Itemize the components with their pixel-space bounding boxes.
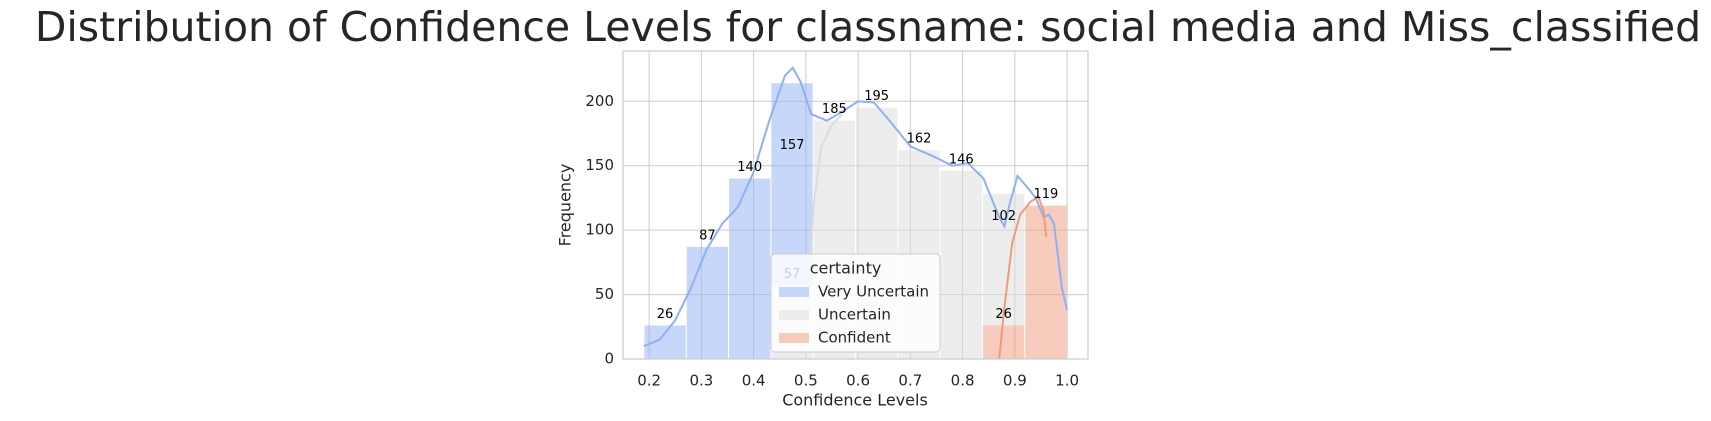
bar-label: 146 xyxy=(949,152,974,167)
x-tick-label: 0.9 xyxy=(1003,372,1027,390)
bar xyxy=(686,246,729,359)
legend-label: Confident xyxy=(818,329,891,347)
bar-label: 162 xyxy=(907,132,932,147)
legend-label: Very Uncertain xyxy=(818,283,929,301)
x-tick-label: 0.7 xyxy=(898,372,922,390)
legend-swatch xyxy=(779,310,809,320)
y-tick-label: 0 xyxy=(604,350,614,368)
bar xyxy=(729,178,771,359)
bar-label: 140 xyxy=(737,160,762,175)
kde-line xyxy=(998,195,1048,360)
x-tick-label: 0.6 xyxy=(846,372,870,390)
bar-label: 26 xyxy=(657,307,674,322)
legend-frame xyxy=(770,253,941,353)
bar xyxy=(771,83,813,286)
bar xyxy=(940,170,982,359)
x-tick-label: 0.5 xyxy=(794,372,818,390)
x-tick-label: 0.8 xyxy=(951,372,975,390)
bar-label: 102 xyxy=(991,209,1016,224)
y-tick-label: 100 xyxy=(585,221,614,239)
bar-label: 185 xyxy=(822,102,847,117)
bar xyxy=(644,325,686,359)
y-tick-label: 50 xyxy=(595,285,614,303)
legend-title: certainty xyxy=(810,259,882,278)
bar-label: 87 xyxy=(699,228,716,243)
bar-label: 26 xyxy=(995,307,1012,322)
legend-swatch xyxy=(779,333,809,343)
bar xyxy=(982,325,1025,359)
chart-title: Distribution of Confidence Levels for cl… xyxy=(35,3,1701,51)
x-tick-label: 0.4 xyxy=(742,372,766,390)
x-axis-label: Confidence Levels xyxy=(782,391,928,410)
x-tick-label: 1.0 xyxy=(1055,372,1079,390)
y-axis-label: Frequency xyxy=(556,164,575,247)
x-tick-label: 0.3 xyxy=(689,372,713,390)
bar-label: 157 xyxy=(780,138,805,153)
bar-label: 119 xyxy=(1034,187,1059,202)
y-tick-label: 200 xyxy=(585,92,614,110)
bar-label: 195 xyxy=(864,89,889,104)
plot-frame xyxy=(622,50,1089,360)
legend-label: Uncertain xyxy=(818,306,891,324)
legend-swatch xyxy=(779,287,809,297)
legend: certainty Very Uncertain Uncertain Confiden… xyxy=(770,253,941,353)
x-tick-label: 0.2 xyxy=(637,372,661,390)
kde-line xyxy=(643,66,1069,348)
kde-line xyxy=(807,113,844,302)
y-tick-label: 150 xyxy=(585,156,614,174)
bar xyxy=(982,194,1025,326)
